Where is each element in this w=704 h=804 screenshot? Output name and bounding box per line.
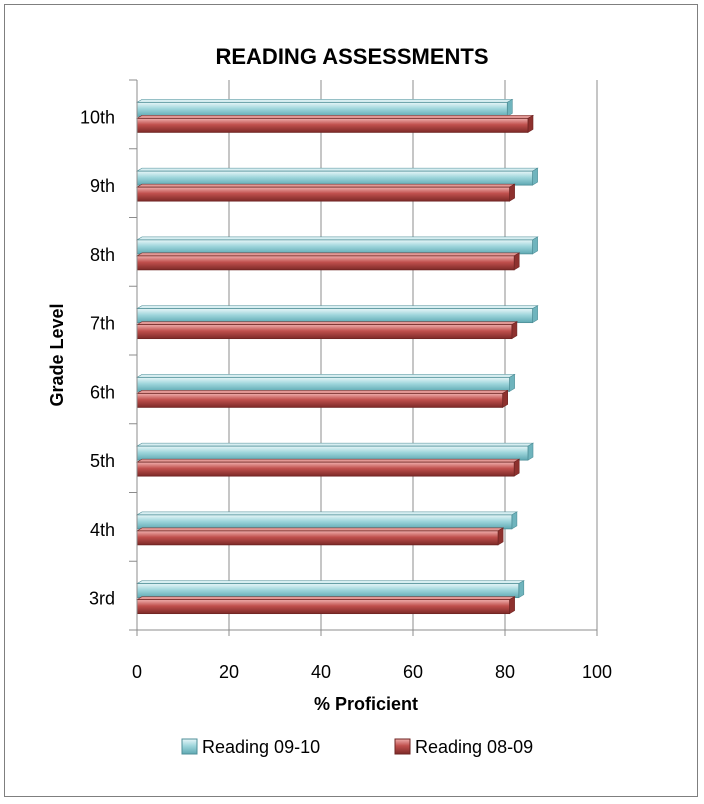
y-tick-label: 10th xyxy=(80,107,115,127)
bar xyxy=(135,114,535,133)
bar xyxy=(135,252,521,271)
bar-end-face xyxy=(527,114,534,133)
bar xyxy=(135,321,518,340)
bar-top-face xyxy=(135,580,525,584)
legend-swatch xyxy=(394,738,411,755)
gridlines xyxy=(228,80,598,630)
bar-face xyxy=(136,392,504,408)
x-tick-label: 20 xyxy=(219,662,239,682)
bar-face xyxy=(136,255,515,271)
bar-top-face xyxy=(135,321,518,325)
bar-face xyxy=(136,530,499,546)
bar xyxy=(135,167,539,186)
bar-face xyxy=(136,376,511,392)
y-tick-label: 8th xyxy=(90,245,115,265)
bar-end-face xyxy=(506,98,513,117)
bar xyxy=(135,98,514,117)
bar-top-face xyxy=(135,390,509,394)
bar xyxy=(135,527,505,546)
x-tick-label: 60 xyxy=(403,662,423,682)
bar-face xyxy=(136,445,529,461)
bar-face xyxy=(136,461,515,477)
bar-face xyxy=(136,101,508,117)
legend-item: Reading 08-09 xyxy=(394,737,533,757)
bar-end-face xyxy=(513,458,520,477)
x-tick-label: 80 xyxy=(495,662,515,682)
bar-face xyxy=(136,324,513,340)
axes xyxy=(129,79,598,636)
x-tick-labels: 0 20 40 60 80 100 xyxy=(132,662,612,682)
x-tick-label: 40 xyxy=(311,662,331,682)
bar-face xyxy=(136,170,534,186)
bar xyxy=(135,458,521,477)
y-tick-label: 4th xyxy=(90,520,115,540)
y-tick-label: 3rd xyxy=(89,589,115,609)
y-tick-label: 9th xyxy=(90,176,115,196)
bar-top-face xyxy=(135,99,514,103)
bar-top-face xyxy=(135,236,539,241)
bar-end-face xyxy=(509,596,515,615)
bar-top-face xyxy=(135,167,539,172)
x-tick-label: 100 xyxy=(582,662,612,682)
bar-top-face xyxy=(135,252,521,257)
bar xyxy=(135,373,516,392)
bar-top-face xyxy=(135,115,535,119)
bar xyxy=(135,596,516,615)
legend-label: Reading 08-09 xyxy=(415,737,533,757)
legend-item: Reading 09-10 xyxy=(181,737,320,757)
bar-face xyxy=(136,186,511,202)
bar-face xyxy=(136,514,513,530)
y-tick-label: 6th xyxy=(90,382,115,402)
bar-face xyxy=(136,239,534,255)
bar xyxy=(135,580,525,599)
bar-top-face xyxy=(135,527,505,532)
bar xyxy=(135,511,518,530)
bar-end-face xyxy=(513,252,520,271)
bar-top-face xyxy=(135,305,539,309)
bar-top-face xyxy=(135,183,516,188)
x-tick-label: 0 xyxy=(132,662,142,682)
y-tick-label: 7th xyxy=(90,314,115,334)
bar-end-face xyxy=(511,321,518,340)
bar-end-face xyxy=(509,373,515,392)
bar xyxy=(135,183,516,202)
bar xyxy=(135,236,539,255)
bar-end-face xyxy=(518,580,525,599)
bar-end-face xyxy=(511,511,518,530)
x-axis-label: % Proficient xyxy=(314,694,418,714)
legend-swatch xyxy=(181,738,198,755)
legend: Reading 09-10 Reading 08-09 xyxy=(181,737,533,757)
bar-top-face xyxy=(135,596,516,600)
bar-face xyxy=(136,599,511,615)
bar-face xyxy=(136,117,529,133)
bar-top-face xyxy=(135,374,516,378)
legend-label: Reading 09-10 xyxy=(202,737,320,757)
bar-end-face xyxy=(502,389,509,408)
bar xyxy=(135,442,535,461)
bar-top-face xyxy=(135,442,535,447)
bar-top-face xyxy=(135,458,521,463)
bar-end-face xyxy=(532,167,538,186)
chart-title: READING ASSESSMENTS xyxy=(215,44,488,69)
bar-end-face xyxy=(532,305,538,324)
bar xyxy=(135,305,539,324)
bar-end-face xyxy=(527,442,534,461)
bars xyxy=(135,98,539,615)
bar-face xyxy=(136,308,534,324)
bar xyxy=(135,389,509,408)
bar-face xyxy=(136,583,520,599)
y-tick-label: 5th xyxy=(90,451,115,471)
y-axis-label: Grade Level xyxy=(47,303,67,406)
bar-end-face xyxy=(532,236,538,255)
bar-end-face xyxy=(509,183,515,202)
bar-end-face xyxy=(497,527,504,546)
y-tick-labels: 3rd 4th 5th 6th 7th 8th 9th 10th xyxy=(80,107,115,608)
bar-top-face xyxy=(135,511,518,516)
